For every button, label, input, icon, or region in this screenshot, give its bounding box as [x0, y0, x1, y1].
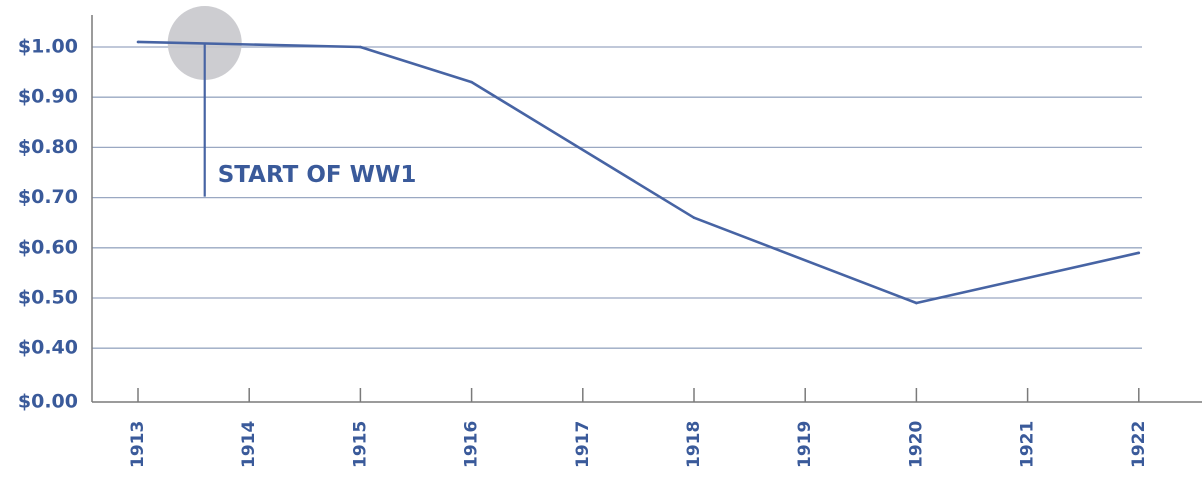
- y-tick-label: $1.00: [18, 36, 78, 58]
- x-tick-label: 1918: [684, 421, 704, 468]
- x-tick-label: 1919: [795, 421, 815, 468]
- y-tick-label: $0.50: [18, 287, 78, 309]
- data-point: [692, 216, 696, 219]
- data-point: [915, 301, 918, 305]
- annotation-label: START OF WW1: [218, 162, 417, 188]
- x-tick-label: 1921: [1018, 421, 1038, 468]
- x-tick-label: 1916: [462, 421, 482, 468]
- x-tick-label: 1922: [1129, 421, 1149, 468]
- x-tick-label: 1914: [239, 421, 259, 468]
- series-line-group: [136, 40, 1141, 305]
- y-tick-label: $0.90: [18, 86, 78, 108]
- x-tick-label: 1917: [573, 421, 593, 468]
- y-tick-label: $0.80: [18, 136, 78, 158]
- y-tick-label: $0.60: [18, 236, 78, 258]
- y-tick-label: $0.40: [18, 337, 78, 359]
- y-tick-label: $0.00: [18, 391, 78, 413]
- x-tick-label: 1915: [350, 421, 370, 468]
- x-tick-label: 1913: [128, 421, 148, 468]
- y-axis-tick-labels: $1.00 $0.90 $0.80 $0.70 $0.60 $0.50 $0.40 $0.00: [18, 36, 78, 413]
- annotation-group: START OF WW1: [203, 43, 417, 197]
- series-line: [137, 40, 1140, 305]
- data-point: [136, 40, 140, 44]
- x-tick-label: 1920: [906, 421, 926, 468]
- y-tick-label: $0.70: [18, 186, 78, 208]
- x-axis-ticks: 1913 1914 1915 1916 1917 1918 1919 1920 1921 1922: [128, 388, 1149, 468]
- data-point: [359, 45, 362, 49]
- data-point: [470, 80, 473, 84]
- axes: [91, 15, 1202, 403]
- data-point: [1137, 251, 1141, 255]
- gridlines: [92, 46, 1142, 349]
